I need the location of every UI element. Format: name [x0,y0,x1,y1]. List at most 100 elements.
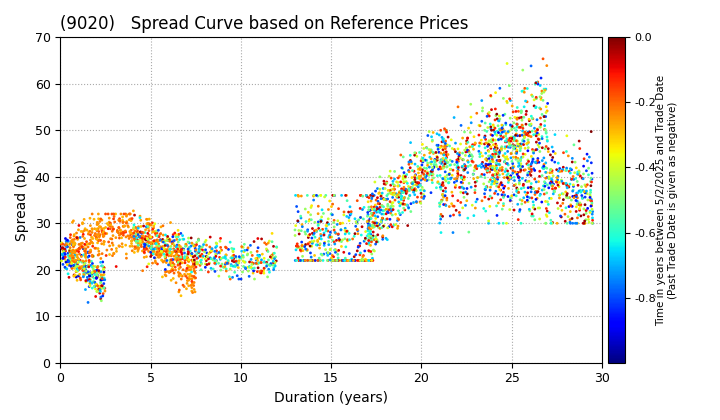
Point [94,233,105,239]
Point [418,186,429,193]
Point [392,225,403,232]
Point [135,241,147,248]
Point [547,191,559,197]
Point [485,184,496,191]
Point [150,260,161,266]
Point [439,158,451,165]
Point [561,183,572,189]
Point [229,262,240,269]
Point [432,179,444,186]
Point [518,151,529,158]
Point [167,260,179,267]
Point [74,257,86,264]
Point [539,186,550,193]
Point [238,252,249,259]
Point [380,206,392,213]
Point [349,230,361,237]
Point [139,236,150,242]
Point [200,253,212,260]
Point [585,178,596,185]
Point [190,247,202,253]
Point [179,283,190,290]
Point [527,199,539,205]
Point [439,140,451,147]
Point [484,163,495,170]
Point [397,176,409,182]
Point [91,235,102,242]
Point [441,195,453,202]
Point [308,257,320,264]
Point [513,124,525,131]
Point [372,236,383,243]
Point [153,233,165,240]
Point [382,201,394,207]
Point [530,189,541,195]
Point [579,181,590,188]
Point [319,194,330,200]
Point [193,236,204,243]
Point [456,175,467,181]
Point [181,256,192,262]
Point [60,239,72,246]
Point [511,186,523,193]
Point [503,137,515,144]
Point [177,236,189,242]
Point [267,258,279,265]
Point [186,273,198,279]
Point [405,164,416,171]
Point [456,179,467,186]
Point [333,235,345,242]
Point [526,160,538,166]
Point [180,243,192,249]
Point [72,246,84,253]
Point [452,197,464,204]
Point [321,249,333,256]
Point [252,265,264,271]
Point [379,196,390,202]
Point [242,251,253,257]
Point [477,163,489,170]
Point [143,248,154,255]
Point [395,196,407,203]
Point [585,189,596,196]
Point [343,209,354,215]
Point [316,207,328,213]
Point [363,223,374,229]
Point [486,127,498,134]
Point [148,248,160,255]
Point [60,258,72,265]
Point [227,274,238,281]
Point [495,136,507,142]
Point [68,258,79,265]
Point [289,192,301,199]
Point [552,160,564,166]
Point [233,257,245,264]
Point [189,270,201,276]
Point [534,94,546,100]
Point [395,191,406,197]
Point [437,181,449,188]
Point [338,257,349,264]
Point [391,193,402,200]
Point [173,239,184,245]
Point [515,143,526,150]
Point [72,268,84,275]
Point [581,190,593,197]
Point [114,232,125,239]
Point [206,246,217,252]
Point [374,204,386,210]
Point [438,157,450,163]
Point [498,128,510,135]
Point [493,167,505,174]
Point [151,242,163,249]
Point [480,156,492,163]
Point [495,145,507,152]
Point [377,202,388,209]
Point [436,158,447,165]
Point [309,228,320,234]
Point [238,244,249,251]
Point [110,263,122,270]
Point [546,144,558,150]
Point [510,127,522,134]
Point [171,256,183,263]
